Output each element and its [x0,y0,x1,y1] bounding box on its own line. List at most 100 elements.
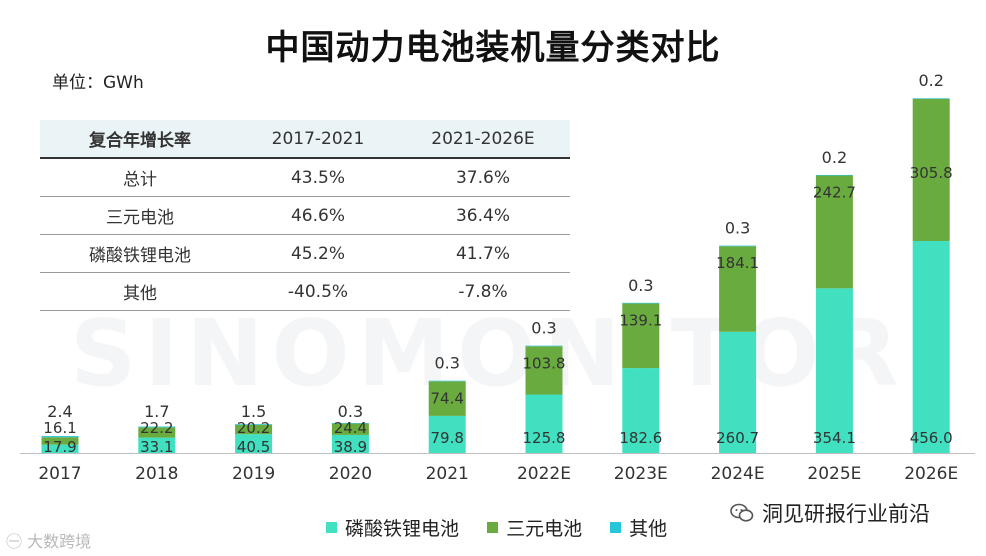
cagr-cell-value: 43.5% [240,158,396,197]
x-tick-label: 2018 [135,464,178,484]
legend-item-lfp: 磷酸铁锂电池 [326,514,459,541]
cagr-header-row: 复合年增长率 2017-2021 2021-2026E [40,120,570,159]
x-tick-label: 2023E [614,464,668,484]
bar-other-2021 [428,380,466,382]
bar-lfp-2021 [428,415,466,453]
cagr-cell-type: 磷酸铁锂电池 [40,234,240,273]
data-label-other: 0.2 [822,148,847,167]
unit-label: 单位：GWh [52,73,144,93]
bar-ternary-2025E [815,175,853,289]
cagr-cell-value: 45.2% [240,234,396,273]
bar-other-2017 [41,436,79,438]
bar-other-2018 [138,426,176,428]
legend-label-lfp: 磷酸铁锂电池 [345,518,460,540]
data-label-ternary: 22.2 [140,419,173,437]
x-tick-label: 2024E [711,464,765,484]
data-label-other: 0.3 [725,219,750,238]
bar-lfp-2023E [622,368,660,453]
table-row: 总计 43.5% 37.6% [40,158,570,197]
bar-other-2026E [912,98,950,99]
chart-title: 中国动力电池装机量分类对比 [265,28,721,68]
bar-ternary-2017 [41,437,79,445]
x-tick-label: 2026E [904,464,958,484]
footer-brand: 洞见研报行业前沿 [730,498,930,528]
bar-ternary-2018 [138,427,176,438]
wechat-icon [730,503,754,522]
bar-other-2025E [815,174,853,176]
x-tick-label: 2021 [426,464,469,484]
data-label-lfp: 125.8 [523,429,566,447]
x-tick-label: 2020 [329,464,372,484]
cagr-cell-type: 三元电池 [40,196,240,235]
bar-other-2020 [331,422,369,424]
cagr-header-period-2: 2021-2026E [395,120,570,159]
bar-lfp-2018 [138,437,176,453]
data-label-ternary: 139.1 [619,311,662,329]
footer-brand-text: 洞见研报行业前沿 [762,502,930,526]
table-row: 磷酸铁锂电池 45.2% 41.7% [40,234,570,273]
data-label-ternary: 242.7 [813,184,856,202]
cagr-cell-type: 其他 [40,272,240,311]
bar-ternary-2020 [331,423,369,435]
data-label-other: 0.3 [531,319,556,338]
x-tick-label: 2022E [517,464,571,484]
bar-ternary-2023E [622,303,660,369]
data-label-lfp: 38.9 [334,438,367,456]
data-label-ternary: 74.4 [430,389,463,407]
data-label-lfp: 79.8 [430,429,463,447]
bar-other-2022E [525,345,563,347]
watermark: SINOMONITOR [70,300,907,407]
x-tick-label: 2017 [38,464,81,484]
cagr-cell-type: 总计 [40,158,240,197]
table-row: 其他 -40.5% -7.8% [40,272,570,311]
legend-swatch-other [610,522,622,533]
data-label-lfp: 40.5 [237,438,270,456]
data-label-lfp: 33.1 [140,438,173,456]
data-label-lfp: 354.1 [813,429,856,447]
cagr-cell-value: 41.7% [395,234,570,273]
cagr-cell-value: 37.6% [395,158,570,197]
legend-item-other: 其他 [610,514,667,541]
data-label-ternary: 24.4 [334,419,367,437]
bar-ternary-2022E [525,346,563,395]
bar-lfp-2019 [235,434,273,453]
data-label-other: 0.3 [434,354,459,373]
bar-lfp-2026E [912,240,950,453]
bar-ternary-2026E [912,98,950,241]
bar-ternary-2021 [428,381,466,416]
legend-label-ternary: 三元电池 [506,518,583,540]
cagr-table: 复合年增长率 2017-2021 2021-2026E 总计 43.5% 37.… [40,120,570,311]
table-row: 三元电池 46.6% 36.4% [40,196,570,235]
data-label-ternary: 20.2 [237,419,270,437]
bar-ternary-2024E [719,246,757,332]
data-label-lfp: 182.6 [619,429,662,447]
data-label-other: 0.3 [628,276,653,295]
cagr-cell-value: -7.8% [395,272,570,311]
data-label-lfp: 456.0 [910,429,953,447]
bar-other-2024E [719,245,757,247]
x-tick-label: 2025E [807,464,861,484]
bar-lfp-2022E [525,394,563,453]
legend-label-other: 其他 [629,518,668,540]
cagr-cell-value: 36.4% [395,196,570,235]
data-label-other: 0.2 [918,71,943,90]
chart-legend: 磷酸铁锂电池 三元电池 其他 [326,514,689,541]
data-label-ternary: 103.8 [523,354,566,372]
bar-lfp-2024E [719,331,757,453]
data-label-other: 1.5 [241,402,266,421]
corner-watermark: ㊀ 大数跨境 [6,532,92,551]
legend-swatch-ternary [487,522,499,533]
data-label-other: 2.4 [47,402,72,421]
bar-lfp-2025E [815,288,853,453]
data-label-ternary: 16.1 [43,419,76,437]
cagr-header-label: 复合年增长率 [40,120,240,159]
data-label-lfp: 260.7 [716,429,759,447]
bar-other-2019 [235,424,273,425]
cagr-cell-value: -40.5% [240,272,396,311]
bar-lfp-2020 [331,434,369,453]
cagr-cell-value: 46.6% [240,196,396,235]
data-label-ternary: 305.8 [910,164,953,182]
data-label-lfp: 17.9 [43,438,76,456]
data-label-other: 0.3 [338,402,363,421]
